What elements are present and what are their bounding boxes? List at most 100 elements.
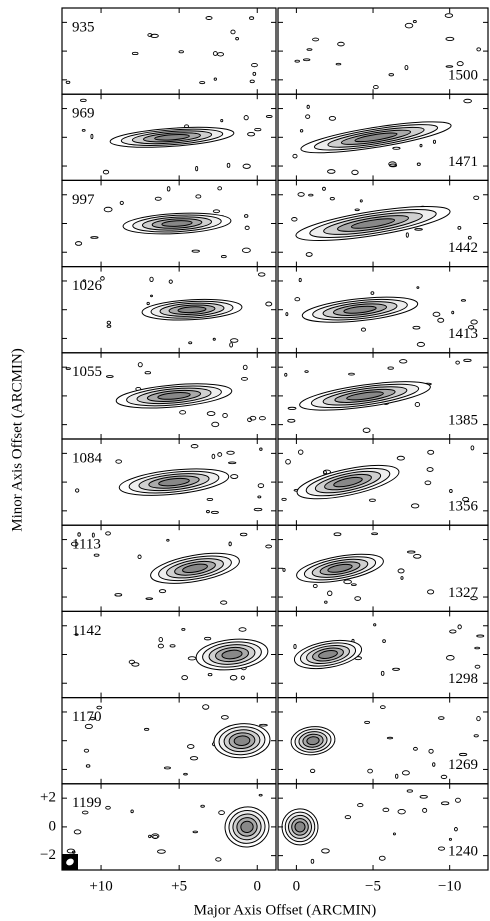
noise-contour	[74, 633, 79, 636]
noise-contour	[437, 317, 445, 323]
channel-panel: 1471	[277, 93, 489, 181]
noise-contour	[424, 480, 432, 486]
noise-contour	[321, 848, 330, 854]
noise-contour	[181, 675, 188, 681]
noise-contour	[328, 116, 337, 121]
noise-contour	[473, 734, 479, 738]
noise-contour	[213, 77, 217, 81]
noise-contour	[204, 636, 212, 641]
noise-contour	[215, 857, 222, 862]
noise-contour	[399, 359, 408, 364]
y-tick-label: −2	[40, 847, 56, 863]
noise-contour	[244, 214, 249, 218]
noise-contour	[449, 629, 457, 634]
noise-contour	[137, 362, 143, 368]
noise-contour	[382, 639, 386, 643]
velocity-label: 1084	[72, 450, 103, 466]
noise-contour	[217, 186, 223, 191]
noise-contour	[265, 544, 273, 549]
noise-contour	[188, 341, 193, 345]
noise-contour	[147, 33, 153, 37]
emission-contour	[346, 391, 384, 401]
noise-contour	[371, 532, 379, 536]
noise-contour	[308, 193, 314, 197]
noise-contour	[451, 310, 455, 315]
noise-contour	[455, 797, 461, 803]
noise-contour	[148, 834, 152, 839]
noise-contour	[244, 225, 250, 231]
noise-contour	[200, 804, 205, 808]
noise-contour	[457, 624, 462, 630]
noise-contour	[242, 364, 248, 371]
noise-contour	[462, 496, 470, 502]
noise-contour	[388, 161, 397, 167]
noise-contour	[195, 194, 202, 199]
noise-contour	[258, 793, 263, 797]
noise-contour	[406, 550, 416, 554]
noise-contour	[419, 143, 423, 148]
noise-contour	[476, 716, 481, 722]
noise-contour	[73, 829, 82, 835]
noise-contour	[285, 459, 291, 465]
noise-contour	[294, 297, 301, 302]
noise-contour	[392, 146, 401, 150]
noise-contour	[387, 366, 394, 370]
noise-contour	[100, 276, 105, 281]
emission-contour	[333, 476, 363, 488]
noise-contour	[370, 291, 375, 295]
noise-contour	[470, 319, 478, 325]
noise-contour	[357, 803, 364, 808]
velocity-label: 1471	[448, 154, 478, 170]
channel-panel: 1055	[61, 352, 277, 440]
velocity-label: 1240	[448, 843, 478, 859]
velocity-label: 1327	[448, 585, 479, 601]
noise-contour	[416, 341, 426, 347]
emission-contour	[354, 132, 398, 143]
noise-contour	[437, 846, 446, 851]
noise-contour	[80, 98, 87, 102]
noise-contour	[145, 597, 154, 600]
noise-contour	[404, 64, 409, 71]
emission-contour	[182, 563, 208, 573]
noise-contour	[386, 736, 394, 740]
emission-contour	[294, 821, 306, 833]
noise-contour	[405, 232, 409, 238]
noise-contour	[82, 279, 86, 282]
noise-contour	[195, 166, 199, 172]
noise-contour	[81, 129, 86, 132]
beam	[66, 858, 74, 866]
noise-contour	[350, 583, 357, 586]
noise-contour	[392, 667, 400, 671]
noise-contour	[257, 483, 265, 489]
channel-panel: 1298	[277, 610, 489, 699]
velocity-label: 1500	[448, 68, 478, 84]
noise-contour	[163, 766, 171, 770]
noise-contour	[427, 449, 435, 455]
noise-contour	[292, 153, 298, 159]
noise-contour	[337, 41, 345, 47]
noise-contour	[298, 277, 302, 283]
noise-contour	[157, 849, 166, 854]
x-axis-label: Major Axis Offset (ARCMIN)	[194, 902, 377, 918]
noise-contour	[445, 65, 454, 68]
noise-contour	[474, 664, 481, 669]
velocity-label: 1442	[448, 240, 478, 256]
noise-contour	[476, 47, 481, 52]
noise-contour	[207, 673, 213, 677]
velocity-label: 1356	[448, 499, 479, 515]
noise-contour	[414, 401, 421, 408]
noise-contour	[105, 805, 111, 810]
noise-contour	[131, 51, 139, 56]
noise-contour	[364, 720, 371, 724]
noise-contour	[413, 746, 418, 751]
noise-contour	[65, 80, 71, 84]
noise-contour	[178, 50, 184, 54]
channel-panel: 1084	[61, 438, 277, 526]
noise-contour	[438, 716, 445, 720]
velocity-label: 1269	[448, 757, 478, 773]
noise-contour	[229, 675, 238, 681]
noise-contour	[382, 807, 390, 813]
emission-contour	[343, 305, 377, 314]
noise-contour	[247, 131, 256, 137]
